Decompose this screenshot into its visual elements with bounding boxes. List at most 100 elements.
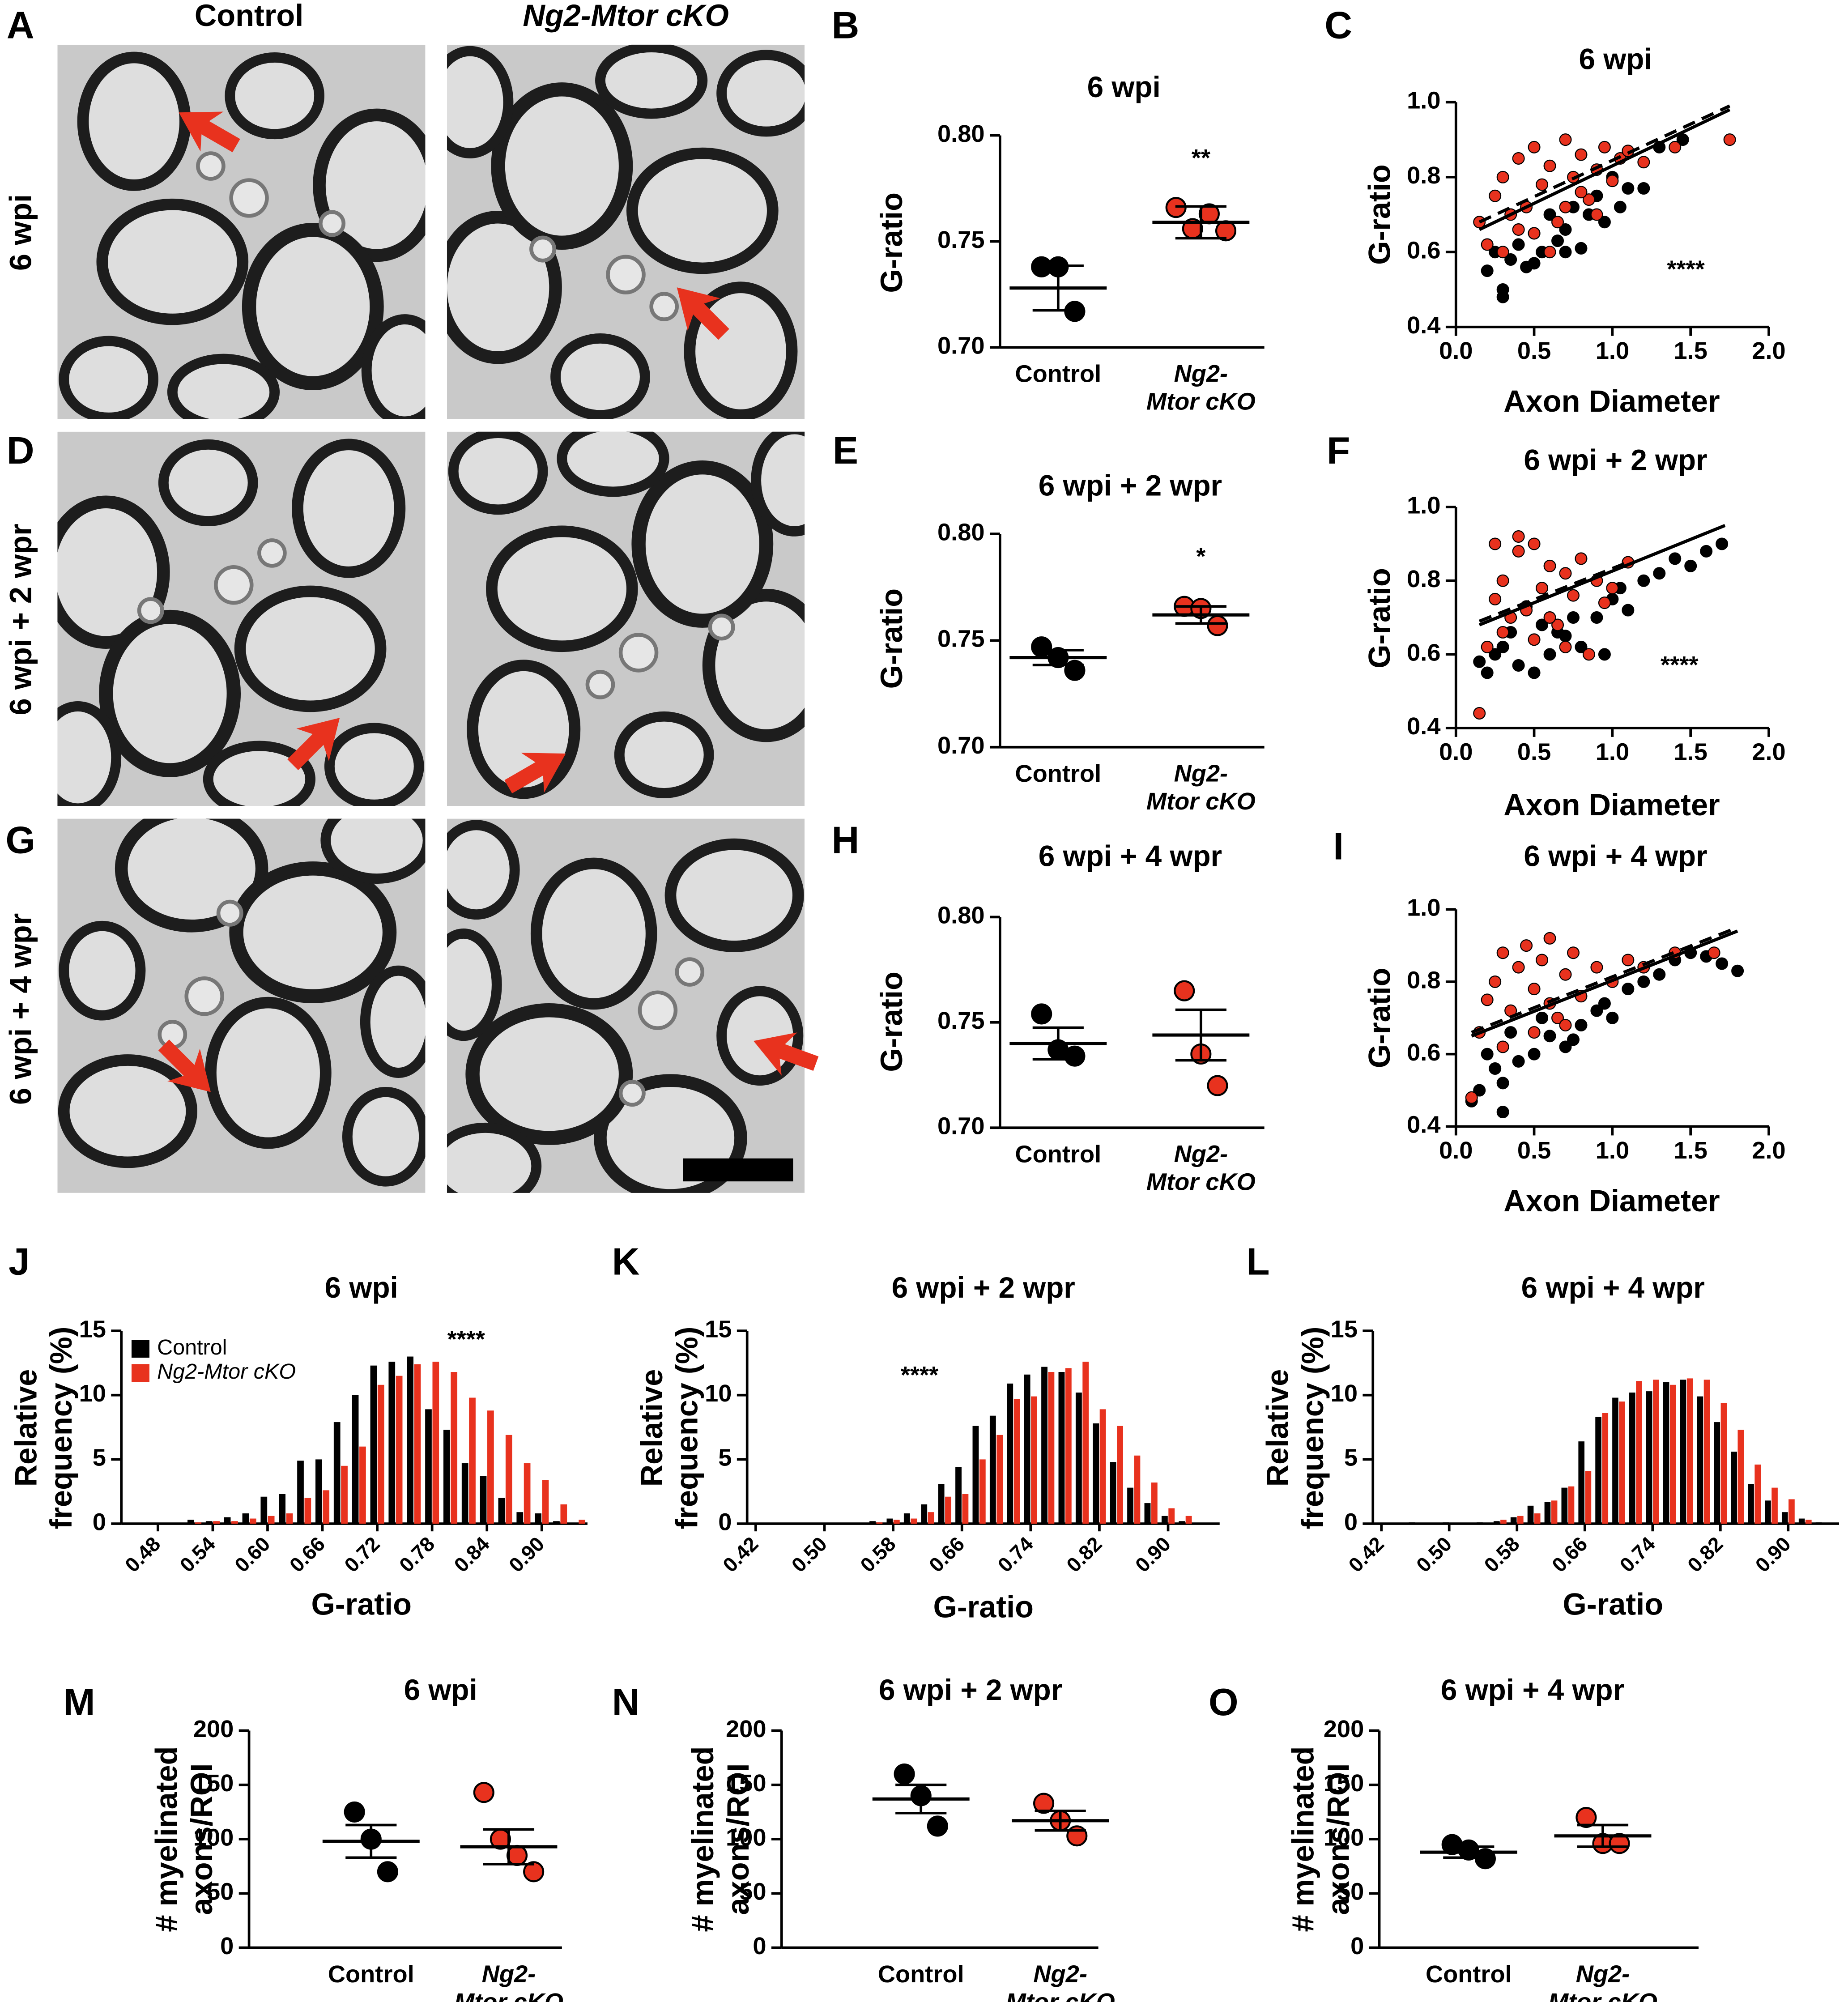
panel-letter: A <box>7 4 34 47</box>
micrograph <box>57 802 431 1193</box>
bar <box>1110 1462 1116 1524</box>
data-point <box>1496 290 1509 303</box>
data-point <box>1064 660 1086 681</box>
x-tick-label: 1.0 <box>1596 738 1629 765</box>
bar <box>505 1435 512 1524</box>
data-point <box>1637 156 1650 169</box>
x-tick-label: 0.5 <box>1517 337 1551 364</box>
bar <box>1714 1422 1720 1524</box>
y-tick-label: 150 <box>1324 1770 1364 1797</box>
bar <box>911 1518 917 1524</box>
y-tick-label: 0.6 <box>1407 237 1440 264</box>
micrograph <box>57 431 425 813</box>
x-tick-label: 0.0 <box>1439 337 1473 364</box>
y-tick-label: 0 <box>220 1933 234 1959</box>
bar <box>1663 1382 1669 1524</box>
data-point <box>1575 242 1588 255</box>
panel-letter: I <box>1333 825 1344 868</box>
x-tick-label: 0.66 <box>1547 1533 1592 1577</box>
bar <box>869 1521 876 1524</box>
x-tick-label: Ng2-Mtor cKO <box>454 1961 563 2002</box>
data-point <box>1473 707 1486 720</box>
data-point <box>344 1801 365 1823</box>
bar <box>928 1512 934 1524</box>
bar <box>1134 1455 1141 1524</box>
data-point <box>1559 968 1572 981</box>
data-point <box>1489 592 1502 605</box>
bar <box>286 1513 293 1524</box>
data-point <box>1653 968 1666 981</box>
data-point <box>1512 223 1525 236</box>
bar <box>187 1520 194 1524</box>
data-point <box>1731 964 1744 977</box>
data-point <box>1465 1091 1478 1104</box>
data-point <box>1543 611 1556 624</box>
data-point <box>1512 659 1525 672</box>
bar <box>1720 1402 1727 1524</box>
data-point <box>1496 170 1509 183</box>
bar <box>1781 1512 1788 1524</box>
y-tick-label: 0.75 <box>937 226 985 253</box>
y-axis-title: G-ratio <box>874 971 909 1072</box>
bar <box>1653 1380 1659 1524</box>
bar <box>1041 1367 1047 1524</box>
data-point <box>1543 1030 1556 1043</box>
bar <box>432 1362 439 1524</box>
data-point <box>1609 1833 1630 1854</box>
data-point <box>1207 1075 1228 1096</box>
bar <box>1561 1487 1568 1524</box>
bar <box>443 1430 450 1524</box>
x-tick-label: 2.0 <box>1752 1137 1785 1164</box>
data-point <box>1031 1003 1052 1025</box>
column-label: Ng2-Mtor cKO <box>523 0 728 33</box>
data-point <box>1669 141 1682 153</box>
bar <box>1443 1522 1449 1524</box>
bar <box>279 1494 286 1524</box>
x-tick-label: 1.5 <box>1674 738 1707 765</box>
bar <box>1568 1486 1575 1524</box>
data-point <box>1622 604 1635 617</box>
panel-letter: E <box>833 429 858 472</box>
data-point <box>1684 559 1697 572</box>
bar <box>1179 1521 1185 1524</box>
chart-title: 6 wpi + 2 wpr <box>879 1674 1062 1706</box>
data-point <box>1528 983 1541 996</box>
data-point <box>1606 582 1619 595</box>
bar <box>370 1365 377 1524</box>
data-point <box>1481 1048 1494 1061</box>
bar <box>1065 1368 1072 1524</box>
data-point <box>1716 957 1729 970</box>
x-tick-label: Control <box>1015 1141 1101 1167</box>
y-tick-label: 0.4 <box>1407 312 1440 339</box>
bar <box>1602 1413 1609 1524</box>
x-tick-label: 0.50 <box>787 1533 831 1577</box>
fit-line <box>1478 108 1731 231</box>
data-point <box>1504 253 1517 266</box>
data-point <box>1551 216 1564 229</box>
data-point <box>1536 1011 1549 1024</box>
bar <box>1409 1522 1415 1524</box>
y-tick-label: 0.70 <box>937 1113 985 1140</box>
bar <box>542 1480 549 1524</box>
bar <box>1788 1499 1795 1524</box>
data-point <box>1536 954 1549 967</box>
data-point <box>1559 133 1572 146</box>
bar <box>1093 1423 1099 1524</box>
x-tick-label: 0.72 <box>340 1533 384 1577</box>
x-tick-label: 0.90 <box>504 1533 549 1577</box>
data-point <box>1653 567 1666 580</box>
y-tick-label: 1.0 <box>1407 492 1440 519</box>
x-tick-label: Control <box>878 1961 964 1988</box>
data-point <box>1723 133 1736 146</box>
data-point <box>1707 946 1720 959</box>
x-axis-title: Axon Diameter <box>1503 1184 1720 1218</box>
bar <box>945 1496 951 1524</box>
x-tick-label: 0.5 <box>1517 1137 1551 1164</box>
bar <box>524 1463 531 1524</box>
y-tick-label: 50 <box>207 1878 234 1905</box>
micrographs: Control Ng2-Mtor cKO 6 wpi 6 wpi + 2 wpr… <box>3 0 824 1193</box>
row-label: 6 wpi <box>3 194 38 271</box>
bar <box>979 1459 986 1524</box>
x-tick-label: 2.0 <box>1752 738 1785 765</box>
data-point <box>1504 1026 1517 1039</box>
